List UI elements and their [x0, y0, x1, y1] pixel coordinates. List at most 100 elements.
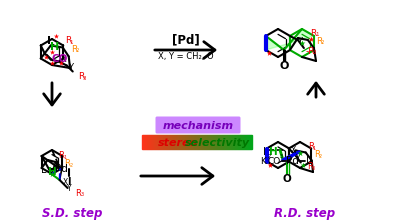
- Bar: [223, 135, 224, 149]
- Bar: [163, 135, 164, 149]
- Bar: [191, 135, 192, 149]
- Bar: [239, 135, 240, 149]
- Bar: [160, 135, 161, 149]
- Text: 2: 2: [76, 48, 79, 54]
- Bar: [229, 135, 230, 149]
- Bar: [165, 135, 166, 149]
- Text: R: R: [71, 45, 77, 54]
- Bar: [204, 135, 205, 149]
- Bar: [214, 135, 215, 149]
- Bar: [246, 135, 247, 149]
- Text: 3: 3: [313, 50, 316, 55]
- Point: [297, 151, 303, 155]
- Bar: [183, 135, 184, 149]
- Text: X, Y = CH₂, O: X, Y = CH₂, O: [158, 52, 214, 61]
- Bar: [225, 135, 226, 149]
- Bar: [142, 135, 143, 149]
- Bar: [244, 135, 245, 149]
- Bar: [175, 135, 176, 149]
- Bar: [151, 135, 152, 149]
- Text: [Pd]: [Pd]: [172, 34, 200, 46]
- Text: O: O: [279, 61, 289, 71]
- Bar: [187, 135, 188, 149]
- Bar: [194, 135, 195, 149]
- Text: 1: 1: [64, 155, 67, 160]
- Bar: [184, 135, 185, 149]
- Text: L: L: [306, 156, 312, 166]
- Bar: [150, 135, 151, 149]
- Bar: [208, 135, 209, 149]
- Bar: [210, 135, 211, 149]
- Bar: [182, 135, 183, 149]
- Text: S.D. step: S.D. step: [42, 206, 102, 220]
- Bar: [149, 135, 150, 149]
- Bar: [172, 135, 173, 149]
- Bar: [162, 135, 163, 149]
- Bar: [248, 135, 249, 149]
- Text: H: H: [269, 147, 277, 157]
- Point: [48, 172, 55, 176]
- Text: I: I: [47, 36, 51, 46]
- Bar: [219, 135, 220, 149]
- Text: mechanism: mechanism: [162, 121, 234, 131]
- Bar: [188, 135, 189, 149]
- Point: [308, 37, 314, 41]
- Bar: [164, 135, 165, 149]
- Bar: [243, 135, 244, 149]
- Bar: [227, 135, 228, 149]
- Bar: [217, 135, 218, 149]
- Bar: [242, 135, 243, 149]
- Bar: [251, 135, 252, 149]
- Point: [42, 56, 49, 59]
- Bar: [241, 135, 242, 149]
- Text: Y: Y: [297, 38, 302, 46]
- Bar: [209, 135, 210, 149]
- Point: [49, 50, 55, 54]
- Bar: [153, 135, 154, 149]
- Bar: [143, 135, 144, 149]
- Bar: [158, 135, 159, 149]
- Bar: [146, 135, 147, 149]
- Bar: [201, 135, 202, 149]
- Bar: [226, 135, 227, 149]
- Text: 1: 1: [70, 40, 73, 44]
- Bar: [144, 135, 145, 149]
- Bar: [238, 135, 239, 149]
- Text: CO: CO: [267, 157, 281, 165]
- Text: 3: 3: [280, 154, 283, 159]
- Bar: [174, 135, 175, 149]
- Bar: [171, 135, 172, 149]
- Bar: [189, 135, 190, 149]
- Text: R: R: [65, 159, 70, 168]
- Bar: [185, 135, 186, 149]
- Point: [299, 41, 305, 45]
- Bar: [155, 135, 156, 149]
- Bar: [216, 135, 217, 149]
- Text: O: O: [283, 174, 291, 184]
- Text: X: X: [63, 178, 68, 186]
- Bar: [215, 135, 216, 149]
- Text: R: R: [308, 142, 314, 151]
- Text: selectivity: selectivity: [184, 138, 250, 148]
- FancyBboxPatch shape: [156, 117, 240, 133]
- Bar: [211, 135, 212, 149]
- Bar: [197, 135, 198, 149]
- Bar: [250, 135, 251, 149]
- Point: [48, 62, 55, 65]
- Bar: [180, 135, 181, 149]
- Text: 1: 1: [315, 32, 318, 37]
- Text: Y: Y: [296, 154, 301, 163]
- Text: R: R: [307, 162, 313, 171]
- Bar: [192, 135, 193, 149]
- Bar: [167, 135, 168, 149]
- Bar: [161, 135, 162, 149]
- Bar: [202, 135, 203, 149]
- Text: H: H: [48, 167, 57, 177]
- Text: Pd: Pd: [286, 156, 298, 166]
- Bar: [249, 135, 250, 149]
- Bar: [195, 135, 196, 149]
- Bar: [233, 135, 234, 149]
- Bar: [222, 135, 223, 149]
- Text: 2: 2: [321, 40, 324, 45]
- Bar: [206, 135, 207, 149]
